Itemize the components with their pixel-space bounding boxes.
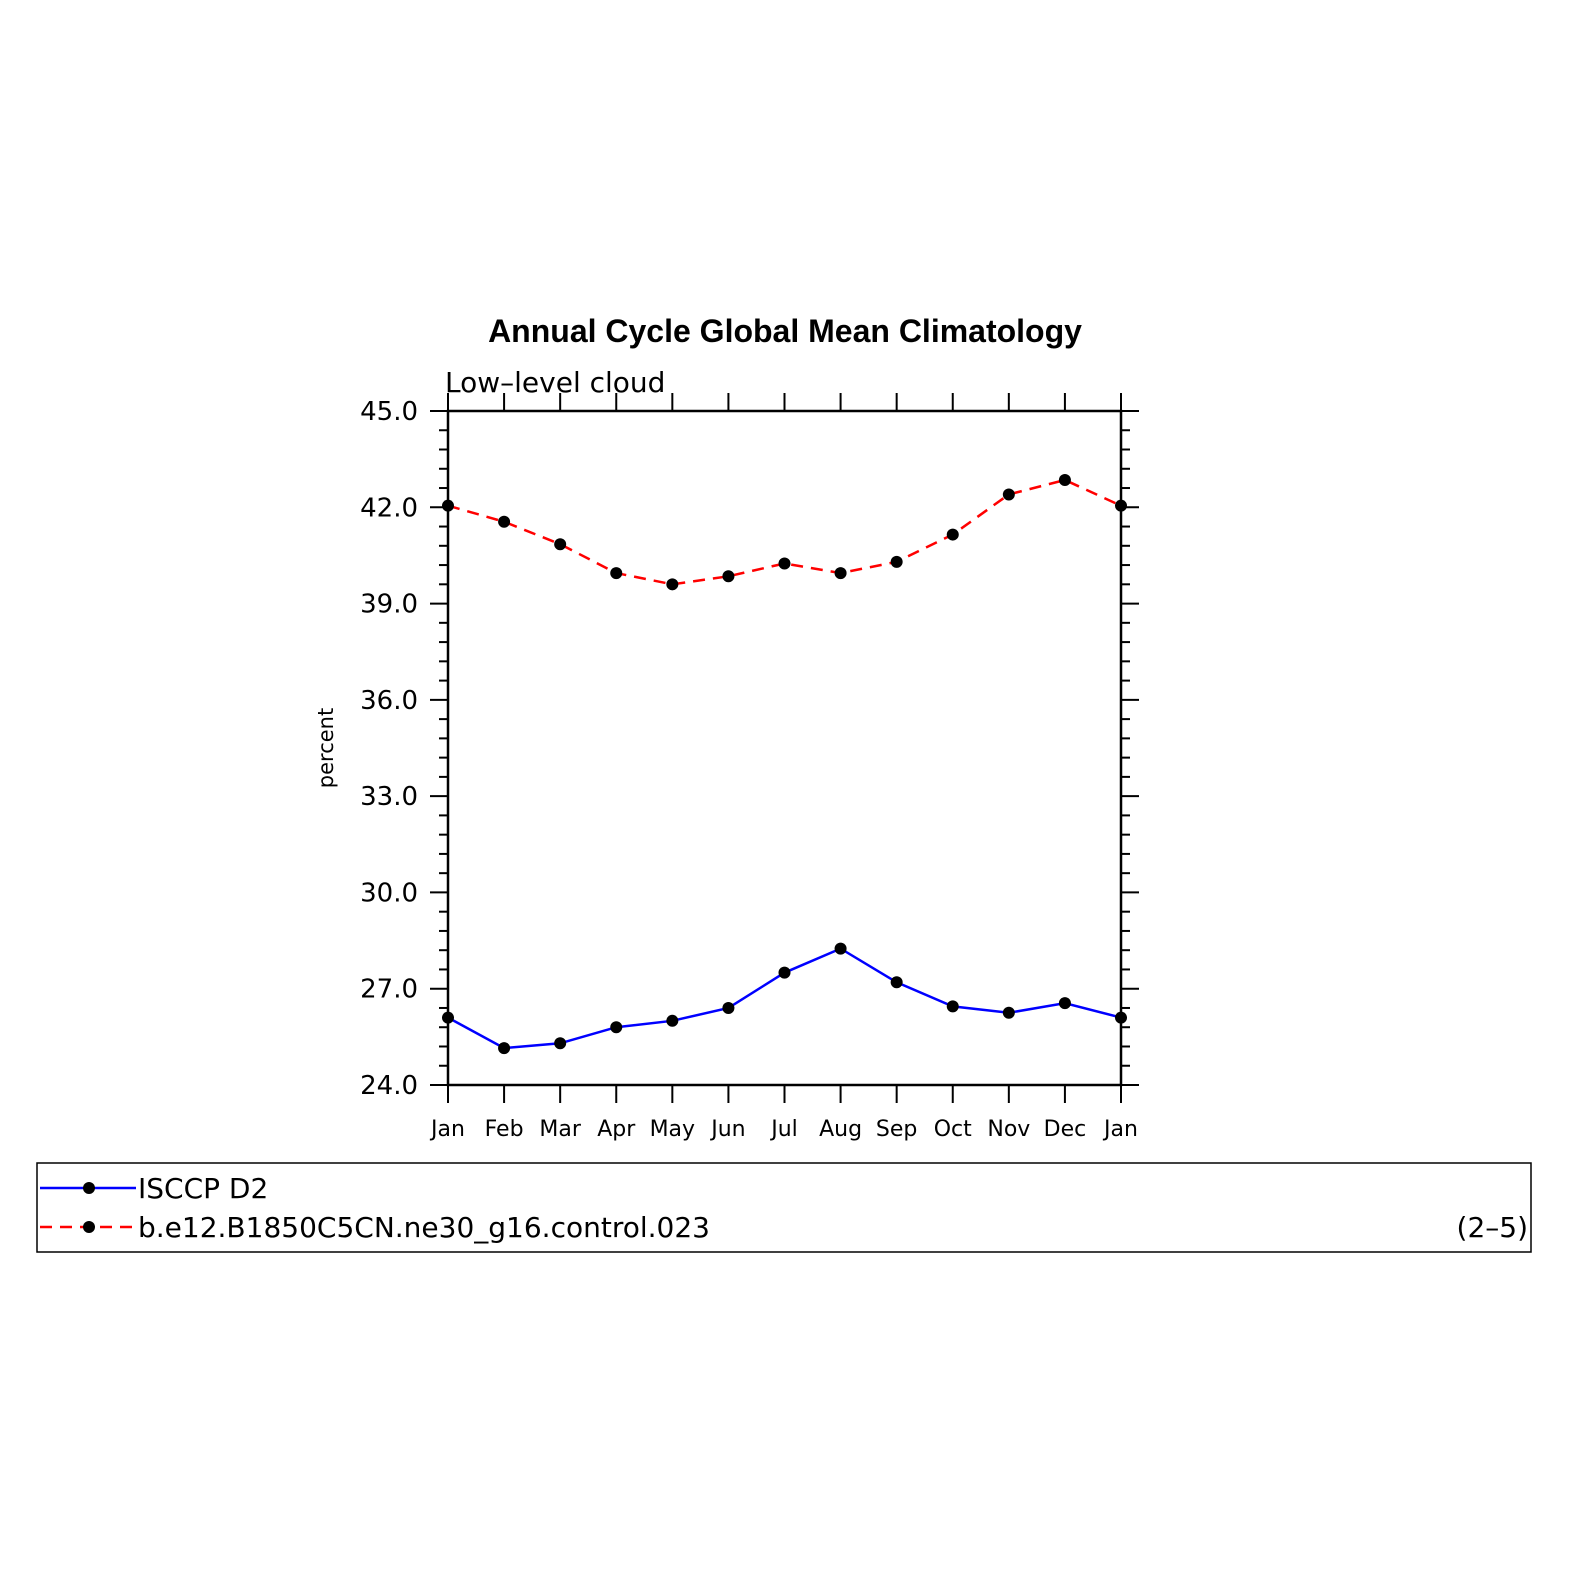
series-marker [498,1042,511,1055]
series-marker [666,1014,679,1027]
series-marker [946,528,959,541]
x-tick-label: Oct [934,1117,972,1142]
x-tick-label: Jan [1102,1117,1138,1142]
legend-label: b.e12.B1850C5CN.ne30_g16.control.023 [138,1211,710,1244]
legend-label: ISCCP D2 [138,1172,268,1205]
x-tick-label: Apr [597,1117,636,1142]
x-tick-label: Jan [429,1117,465,1142]
y-axis-label: percent [314,708,338,788]
x-tick-label: Jun [709,1117,745,1142]
y-tick-label: 33.0 [360,782,418,812]
x-tick-label: Nov [987,1117,1030,1142]
y-tick-label: 42.0 [360,493,418,523]
y-tick-label: 39.0 [360,590,418,620]
y-tick-label: 36.0 [360,686,418,716]
chart-subtitle: Low–level cloud [445,366,665,399]
x-tick-label: Aug [819,1117,862,1142]
legend-note: (2–5) [1457,1211,1528,1244]
series-marker [722,570,735,583]
series-marker [778,557,791,570]
x-tick-label: Dec [1044,1117,1087,1142]
series-marker [890,976,903,989]
plot-frame [446,409,1123,1087]
legend: ISCCP D2 b.e12.B1850C5CN.ne30_g16.control… [36,1162,1532,1253]
series-marker [1115,499,1127,512]
series-marker [890,555,903,568]
legend-box [36,1162,1532,1253]
series-marker [554,1037,567,1050]
y-tick-label: 30.0 [360,878,418,908]
series-marker [554,538,567,551]
series-marker [1002,488,1015,501]
x-tick-label: Jul [769,1117,798,1142]
series-marker [442,499,454,512]
series-marker [1115,1011,1127,1024]
series-marker [1058,997,1071,1010]
plot-axes: 24.0 27.0 30.0 33.0 36.0 39.0 42.0 45.0 Jan Feb Ma… [360,393,1139,1142]
x-tick-label: Feb [485,1117,524,1142]
series-marker [610,1021,623,1034]
legend-marker [83,1182,95,1194]
series-marker [498,515,511,528]
series-marker [442,1011,454,1024]
x-tick-label: Sep [876,1117,917,1142]
series-marker [834,942,847,955]
chart-title: Annual Cycle Global Mean Climatology [488,313,1082,349]
series-marker [946,1000,959,1013]
y-tick-label: 24.0 [360,1071,418,1101]
series-marker [1058,474,1071,487]
series-line [447,947,1122,1050]
x-tick-label: May [650,1117,695,1142]
plot-series [442,474,1127,1055]
series-marker [778,966,791,979]
series-marker [666,578,679,591]
y-tick-label: 45.0 [360,397,418,427]
series-marker [610,567,623,580]
series-marker [722,1001,735,1014]
series-marker [834,567,847,580]
x-tick-label: Mar [539,1117,581,1142]
y-tick-label: 27.0 [360,975,418,1005]
legend-marker [83,1221,95,1233]
series-marker [1002,1006,1015,1019]
legend-items: ISCCP D2 b.e12.B1850C5CN.ne30_g16.control… [40,1172,710,1244]
